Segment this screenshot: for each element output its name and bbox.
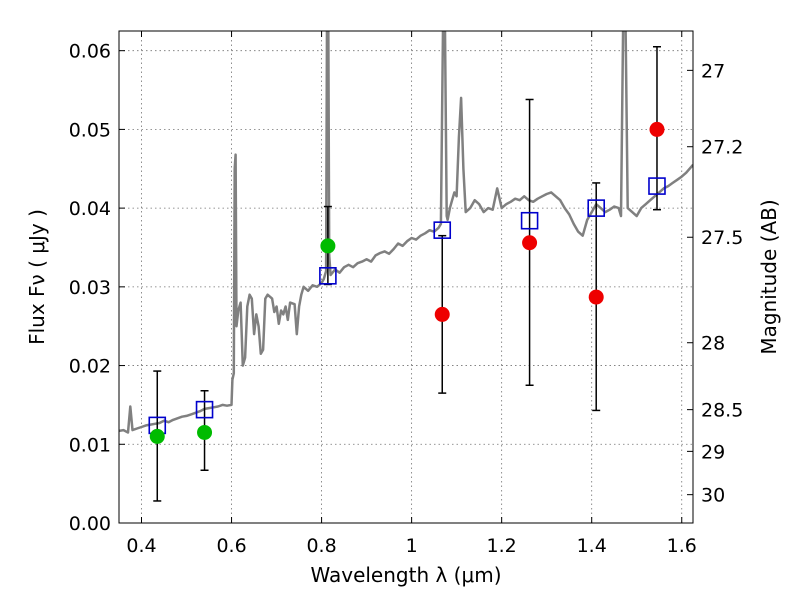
- model-spectrum-line: [119, 31, 693, 434]
- non-detection-point: [434, 306, 450, 322]
- x-tick-label: 0.4: [126, 535, 156, 557]
- x-tick-label: 1.4: [577, 535, 607, 557]
- y2-tick-label: 27.2: [701, 137, 743, 159]
- y2-tick-label: 28: [701, 333, 725, 355]
- y-tick-label: 0.06: [69, 41, 111, 63]
- model-photometry-point: [587, 199, 606, 217]
- y2-tick-label: 29: [701, 441, 725, 463]
- x-tick-label: 1.2: [487, 535, 517, 557]
- x-tick-label: 1.6: [667, 535, 697, 557]
- model-photometry-point: [648, 177, 666, 195]
- y2-tick-label: 27: [701, 60, 725, 82]
- y-axis-title: Flux Fν ( μJy ): [25, 209, 49, 345]
- y2-tick-label: 27.5: [701, 227, 743, 249]
- y2-tick-label: 30: [701, 485, 725, 507]
- y-tick-label: 0.04: [69, 198, 111, 220]
- y-tick-label: 0.02: [69, 356, 111, 378]
- error-bars: [153, 45, 661, 502]
- y-tick-label: 0.03: [69, 277, 111, 299]
- model-spectrum: [119, 31, 693, 434]
- model-photometry-point: [195, 400, 214, 419]
- detection-point: [320, 238, 336, 254]
- y-tick-label: 0.05: [69, 119, 111, 141]
- non-detection-point: [522, 235, 538, 251]
- observed-flux-markers: [149, 121, 665, 444]
- x-tick-label: 0.6: [216, 535, 246, 557]
- model-photometry-markers: [148, 177, 666, 435]
- axis-ticks: 0.4 0.6 0.8 1 1.2 1.4 1.6 0.00 0.01 0.02 0.03 0.04 0…: [69, 31, 743, 557]
- x-tick-label: 1: [406, 535, 418, 557]
- model-photometry-point: [319, 267, 337, 285]
- plot-frame: [118, 30, 694, 524]
- detection-point: [197, 424, 213, 440]
- y2-tick-label: 28.5: [701, 400, 743, 422]
- model-photometry-point: [433, 221, 452, 239]
- y2-axis-title: Magnitude (AB): [757, 199, 781, 354]
- model-photometry-point: [520, 211, 539, 230]
- y-tick-label: 0.00: [69, 513, 111, 535]
- non-detection-point: [588, 289, 604, 305]
- x-axis-title: Wavelength λ (μm): [310, 563, 501, 587]
- detection-point: [149, 428, 165, 444]
- x-tick-label: 0.8: [306, 535, 336, 557]
- non-detection-point: [649, 121, 665, 137]
- y-tick-label: 0.01: [69, 434, 111, 456]
